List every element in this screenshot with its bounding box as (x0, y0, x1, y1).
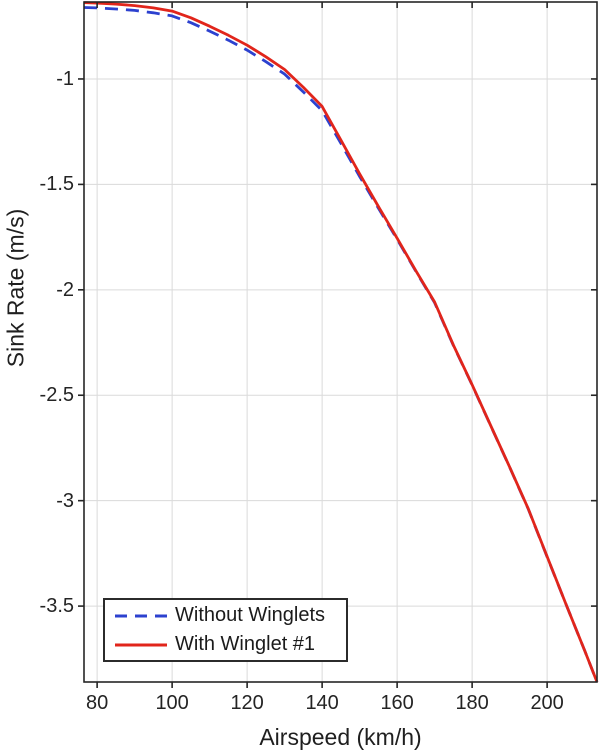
x-tick-label: 180 (455, 692, 489, 714)
dashed-line-icon (115, 614, 167, 617)
y-tick-label: -3.5 (39, 595, 74, 618)
x-tick-label: 120 (230, 692, 264, 714)
legend-item-without-winglets: Without Winglets (105, 603, 346, 629)
series-curve-0 (83, 6, 599, 683)
y-tick-label: -1.5 (39, 173, 74, 196)
legend-label: Without Winglets (175, 604, 326, 626)
x-tick-label: 200 (530, 692, 564, 714)
x-axis-label: Airspeed (km/h) (259, 724, 422, 750)
y-tick-label: -2 (56, 278, 74, 301)
y-tick-label: -3 (56, 489, 74, 512)
series-curve-1 (83, 1, 599, 683)
legend-item-with-winglet-1: With Winglet #1 (105, 632, 346, 658)
legend-box: Without Winglets With Winglet #1 (103, 598, 348, 662)
x-tick-label: 160 (380, 692, 414, 714)
legend-label: With Winglet #1 (175, 633, 316, 655)
x-tick-label: 100 (155, 692, 189, 714)
x-tick-label: 80 (86, 692, 109, 714)
x-tick-label: 140 (305, 692, 339, 714)
y-tick-label: -1 (56, 67, 74, 90)
axes-box (83, 1, 598, 683)
y-tick-label: -2.5 (39, 384, 74, 407)
solid-line-icon (115, 643, 167, 646)
